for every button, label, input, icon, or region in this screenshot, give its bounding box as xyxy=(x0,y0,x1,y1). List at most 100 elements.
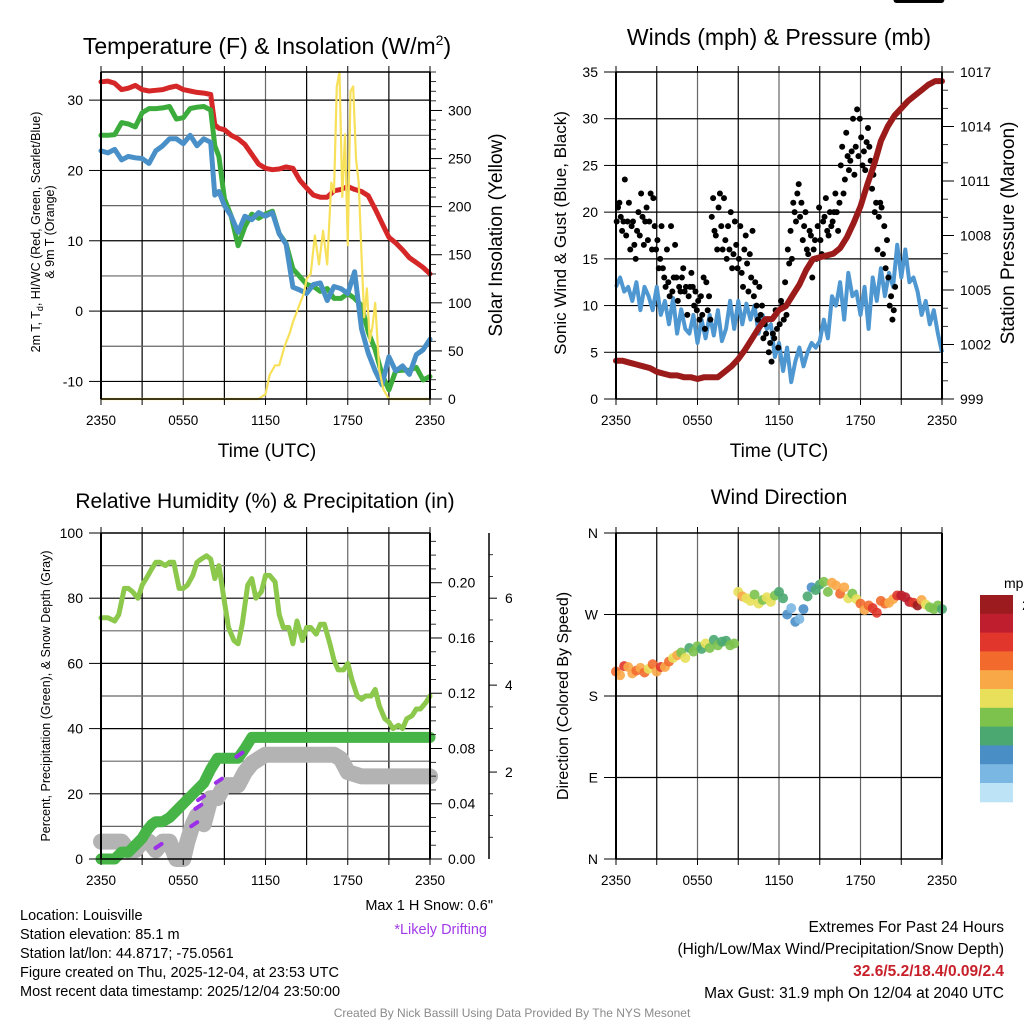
y-tick-label: 20 xyxy=(582,204,598,220)
gust-point xyxy=(769,330,776,337)
gust-point xyxy=(820,218,827,225)
gust-point xyxy=(635,209,642,216)
gust-point xyxy=(807,232,814,239)
gust-point xyxy=(678,274,685,281)
y2-tick-label: 1008 xyxy=(960,228,991,244)
gust-point xyxy=(734,265,741,272)
y-tick-label: 60 xyxy=(67,655,83,671)
y2-tick-label: 250 xyxy=(448,151,472,167)
y-tick-label: 100 xyxy=(60,525,84,541)
drifting-mark xyxy=(189,820,200,829)
created-text: Figure created on Thu, 2025-12-04, at 23… xyxy=(20,965,339,981)
gust-point xyxy=(784,246,791,253)
gust-point xyxy=(773,325,780,332)
y2-axis-label: Station Pressure (Maroon) xyxy=(998,122,1019,345)
gust-point xyxy=(657,255,664,262)
gust-point xyxy=(621,176,628,183)
gust-point xyxy=(810,246,817,253)
max-snow-text: Max 1 H Snow: 0.6" xyxy=(365,898,493,914)
gust-point xyxy=(860,148,867,155)
gust-point xyxy=(845,167,852,174)
gust-point xyxy=(729,265,736,272)
gust-point xyxy=(653,246,660,253)
x-tick-label: 2350 xyxy=(86,873,116,888)
credit-text: Created By Nick Bassill Using Data Provi… xyxy=(333,1006,691,1020)
x-tick-label: 1750 xyxy=(845,873,875,888)
gust-point xyxy=(638,190,645,197)
gust-point xyxy=(666,293,673,300)
gust-point xyxy=(862,167,869,174)
x-tick-label: 1150 xyxy=(764,413,793,428)
gust-point xyxy=(757,311,764,318)
gust-point xyxy=(850,115,857,122)
y-tick-label: 35 xyxy=(582,64,598,80)
colorbar-swatch xyxy=(980,595,1013,615)
gust-point xyxy=(651,223,658,230)
axes: 2350 0550 1150 1750 235005101520253035999100… xyxy=(582,64,991,428)
gust-point xyxy=(708,213,715,220)
series-line-relative-humidity xyxy=(98,553,433,732)
y-axis-label: Direction (Colored By Speed) xyxy=(555,592,572,800)
y-axis-label: Percent, Precipitation (Green), & Snow D… xyxy=(39,550,53,841)
direction-point xyxy=(749,589,760,600)
gust-point xyxy=(746,251,753,258)
gust-point xyxy=(782,279,789,286)
drifting-mark xyxy=(196,794,207,803)
latlon-text: Station lat/lon: 44.8717; -75.0561 xyxy=(20,946,234,962)
gust-point xyxy=(632,255,639,262)
x-tick-label: 0550 xyxy=(168,873,198,888)
gust-point xyxy=(695,297,702,304)
y-tick-label: 0 xyxy=(75,303,83,319)
gust-point xyxy=(847,157,854,164)
direction-point xyxy=(798,604,809,615)
direction-point xyxy=(729,638,740,649)
colorbar-title: mph xyxy=(1004,575,1024,591)
y-tick-label: 5 xyxy=(590,344,598,360)
gust-point xyxy=(822,195,829,202)
y-tick-label: W xyxy=(585,607,599,623)
elevation-text: Station elevation: 85.1 m xyxy=(20,927,180,943)
y-tick-label: 40 xyxy=(67,721,83,737)
gust-point xyxy=(731,218,738,225)
y-tick-label: N xyxy=(588,851,598,867)
gust-point xyxy=(627,246,634,253)
gust-point xyxy=(814,223,821,230)
gust-point xyxy=(756,283,763,290)
wind-direction-chart: Wind Direction 2350 0550 1150 1750 2350NESWN… xyxy=(555,486,1024,888)
gust-point xyxy=(691,302,698,309)
y2-tick-label: 0.08 xyxy=(448,740,475,756)
y2-axis-label: Solar Insolation (Yellow) xyxy=(486,133,507,336)
colorbar-swatch xyxy=(980,651,1013,671)
location-text: Location: Louisville xyxy=(20,908,143,924)
y2-tick-label: 0.00 xyxy=(448,851,475,867)
gust-point xyxy=(816,204,823,211)
gust-point xyxy=(780,316,787,323)
gust-point xyxy=(792,218,799,225)
gust-point xyxy=(665,279,672,286)
y2-tick-label: 0.20 xyxy=(448,575,475,591)
chart-title: Relative Humidity (%) & Precipitation (i… xyxy=(75,490,454,513)
gust-point xyxy=(727,209,734,216)
gust-point xyxy=(821,213,828,220)
gust-point xyxy=(892,283,899,290)
gust-point xyxy=(863,139,870,146)
gust-point xyxy=(852,143,859,150)
x-tick-label: 2350 xyxy=(601,873,631,888)
x-tick-label: 0550 xyxy=(682,873,712,888)
y2-tick-label: 200 xyxy=(448,199,472,215)
x-tick-label: 2350 xyxy=(86,413,116,428)
extremes-title: Extremes For Past 24 Hours xyxy=(808,919,1004,936)
colorbar-swatch xyxy=(980,783,1013,803)
station-info: Location: Louisville Station elevation: … xyxy=(20,907,340,1002)
y-tick-label: 0 xyxy=(590,391,598,407)
y-axis-label-line2: & 9m T (Orange) xyxy=(43,185,57,278)
gust-point xyxy=(875,213,882,220)
gust-point xyxy=(753,302,760,309)
y2-tick-label: 50 xyxy=(448,343,464,359)
gust-point xyxy=(663,246,670,253)
gust-point xyxy=(718,223,725,230)
y-tick-label: 25 xyxy=(582,157,598,173)
direction-point xyxy=(871,607,882,618)
temperature-chart: Temperature (F) & Insolation (W/m2) 2350… xyxy=(29,32,507,462)
